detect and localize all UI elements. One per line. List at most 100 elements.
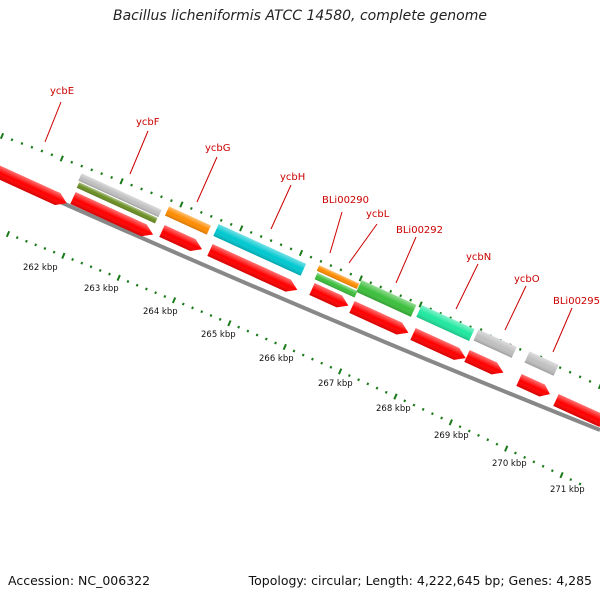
outer-tick-36 <box>358 275 363 282</box>
inner-tick-22 <box>209 314 213 318</box>
inner-tick-17 <box>163 294 167 298</box>
cds-arrow-2 <box>70 192 154 237</box>
inner-tick-9 <box>89 265 93 269</box>
ycbf-grey-block <box>78 173 162 218</box>
kbp-label-8: 269 kbp <box>434 431 469 441</box>
inner-tick-51 <box>477 433 480 437</box>
map-title: Bacillus licheniformis ATCC 14580, compl… <box>113 8 487 24</box>
ycbf-olive-block-shade <box>76 182 158 224</box>
cds-arrow-2-shade <box>70 192 154 237</box>
inner-tick-11 <box>108 272 111 276</box>
cds-arrow-4 <box>207 244 298 292</box>
inner-tick-12 <box>116 274 121 281</box>
inner-tick-16 <box>154 291 158 295</box>
inner-tick-23 <box>218 317 222 321</box>
ycbo-grey-block-shade <box>524 351 559 376</box>
inner-tick-37 <box>347 374 351 378</box>
inner-tick-6 <box>61 252 66 259</box>
inner-tick-2 <box>25 239 28 243</box>
outer-tick-58 <box>578 375 582 379</box>
inner-tick-61 <box>569 478 573 482</box>
ycbn-grey-block-shade <box>473 329 517 358</box>
outer-tick-22 <box>219 218 223 222</box>
outer-tick-4 <box>40 149 44 153</box>
accession-label: Accession: NC_006322 <box>8 573 151 588</box>
callout-line-bli00292 <box>395 236 417 284</box>
outer-tick-60 <box>597 382 600 390</box>
gene-label-ycbn: ycbN <box>466 252 491 263</box>
kbp-scale: 262 kbp 263 kbp 264 kbp 265 kbp 266 kbp 267 k… <box>23 263 585 495</box>
inner-tick-44 <box>412 403 416 407</box>
cds-arrow-4-shade <box>207 244 298 292</box>
outer-tick-0 <box>0 132 5 140</box>
inner-tick-1 <box>15 236 19 240</box>
callout-line-bli00290 <box>329 211 343 254</box>
inner-tick-28 <box>264 337 268 341</box>
outer-tick-28 <box>279 243 283 247</box>
outer-tick-56 <box>558 366 562 370</box>
cds-arrow-1-shade <box>0 164 67 205</box>
outer-tick-59 <box>588 379 592 383</box>
inner-tick-58 <box>541 464 545 468</box>
outer-tick-31 <box>309 255 313 259</box>
kbp-label-10: 271 kbp <box>550 485 585 495</box>
outer-tick-57 <box>568 370 572 374</box>
inner-tick-54 <box>504 445 509 452</box>
ycbh-cyan-block <box>213 224 307 276</box>
inner-tick-55 <box>514 451 517 455</box>
outer-tick-11 <box>110 175 114 179</box>
genome-backbone <box>0 173 600 432</box>
outer-tick-52 <box>518 347 522 351</box>
cds-arrow-5-shade <box>309 283 349 308</box>
inner-tick-52 <box>486 438 490 442</box>
cds-arrow-1 <box>0 164 67 205</box>
outer-tick-35 <box>349 272 353 276</box>
inner-tick-20 <box>191 306 194 310</box>
gene-label-ycbh: ycbH <box>280 172 305 183</box>
inner-tick-60 <box>559 471 564 479</box>
kbp-label-4: 265 kbp <box>201 330 236 340</box>
inner-tick-53 <box>495 442 499 446</box>
outer-tick-20 <box>199 210 203 214</box>
outer-tick-21 <box>209 214 213 218</box>
inner-tick-13 <box>126 280 130 284</box>
outer-tick-10 <box>100 172 104 176</box>
inner-tick-27 <box>255 333 259 337</box>
inner-tick-49 <box>458 425 462 429</box>
cds-arrow-6 <box>349 301 409 335</box>
inner-tick-40 <box>375 386 379 390</box>
cds-arrow-7 <box>410 328 466 360</box>
outer-tick-12 <box>119 178 124 185</box>
inner-tick-39 <box>366 382 370 386</box>
outer-tick-37 <box>369 281 373 285</box>
callout-line-ycbn <box>455 263 479 310</box>
outer-tick-3 <box>30 145 34 149</box>
inner-tick-34 <box>320 361 324 365</box>
inner-tick-36 <box>338 368 343 375</box>
gene-label-ycbf: ycbF <box>136 117 160 128</box>
outer-tick-38 <box>379 285 383 289</box>
gene-label-ycbo: ycbO <box>514 274 540 285</box>
ycbn-grey-block <box>473 329 517 358</box>
gene-label-ycbl: ycbL <box>366 209 390 220</box>
outer-tick-6 <box>59 155 64 162</box>
inner-tick-0 <box>5 230 11 238</box>
gene-label-ycbe: ycbE <box>50 86 74 97</box>
inner-tick-57 <box>532 460 536 464</box>
outer-tick-42 <box>418 301 423 308</box>
inner-tick-21 <box>200 310 204 314</box>
inner-tick-42 <box>393 393 398 400</box>
gene-callouts: ycbE ycbF ycbG ycbH BLi00290 ycbL BLi00292 ycbN… <box>44 86 600 353</box>
inner-tick-18 <box>171 297 177 304</box>
inner-tick-10 <box>98 268 102 272</box>
genome-info-label: Topology: circular; Length: 4,222,645 bp… <box>248 573 592 588</box>
callout-line-ycbh <box>270 184 292 230</box>
inner-tick-ring <box>5 230 582 486</box>
inner-tick-46 <box>430 412 434 416</box>
inner-tick-4 <box>43 247 47 251</box>
cds-arrow-10-shade <box>553 394 600 427</box>
ycbg-orange-block <box>164 206 211 235</box>
inner-tick-7 <box>71 257 74 261</box>
ycbf-grey-block-shade <box>78 173 162 218</box>
